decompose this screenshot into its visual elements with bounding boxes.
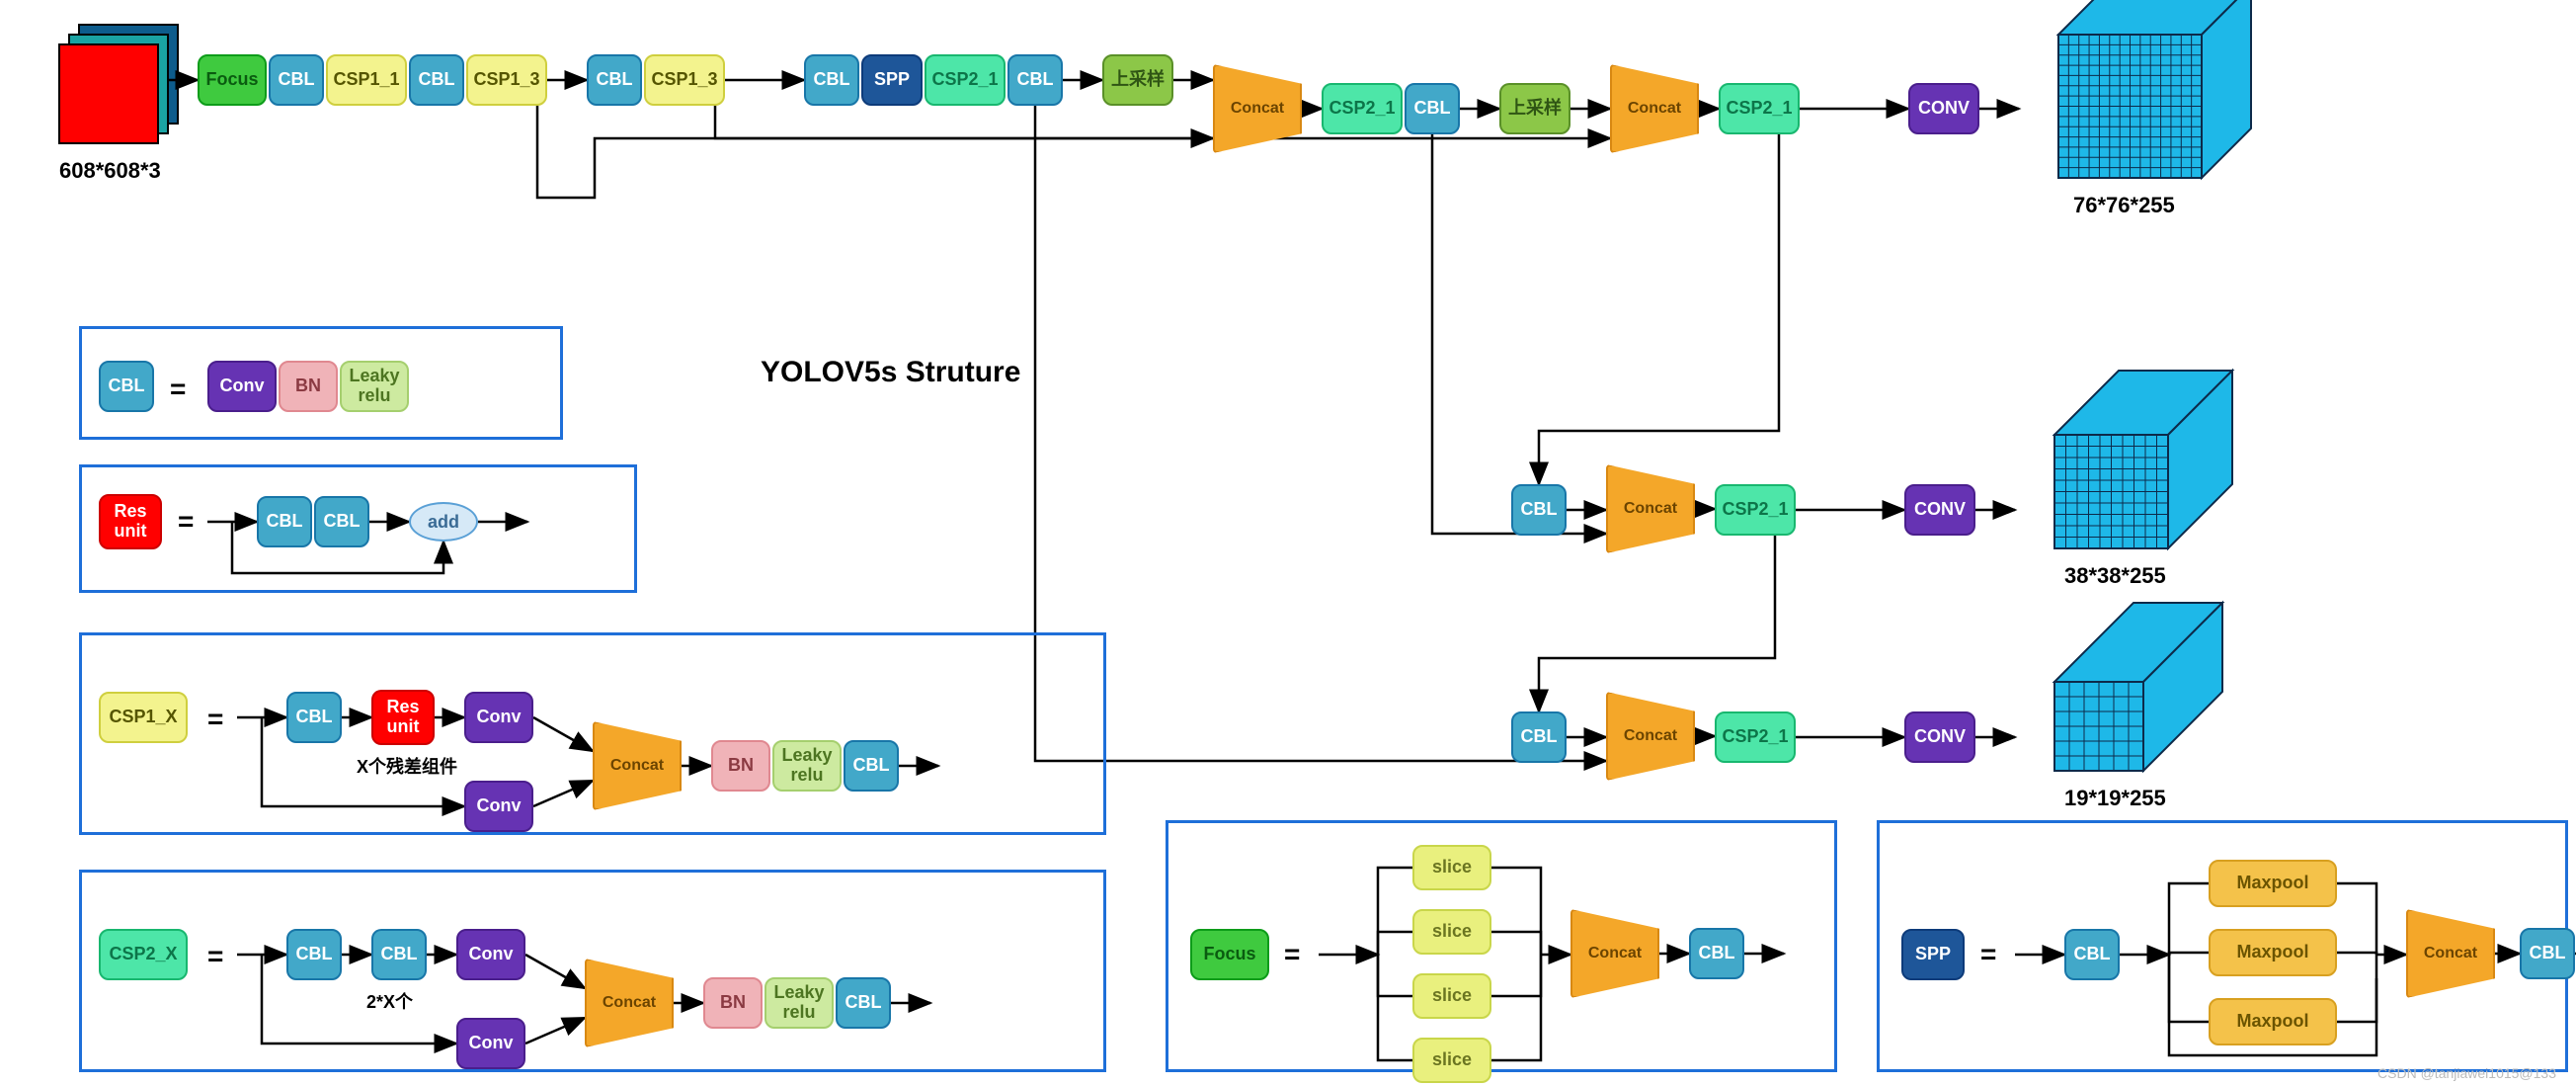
neck-csp2-1a: CSP2_1 <box>1322 83 1403 134</box>
head-concat-19: Concat <box>1606 692 1695 781</box>
head-conv-19: CONV <box>1904 711 1975 763</box>
input-label: 608*608*3 <box>59 158 161 184</box>
legend-res-add: add <box>409 502 478 542</box>
output-label-76: 76*76*255 <box>2073 193 2175 218</box>
legend-spp-maxpool-1: Maxpool <box>2209 929 2337 976</box>
head-conv-76: CONV <box>1908 83 1979 134</box>
skip-csp13b-concat1 <box>715 106 1213 138</box>
legend-csp1-note: X个残差组件 <box>357 753 457 779</box>
backbone-csp1-3a: CSP1_3 <box>466 54 547 106</box>
legend-spp: SPP <box>1901 929 1965 980</box>
legend-focus-slice-0: slice <box>1412 845 1491 890</box>
watermark: CSDN @tanjiawei1015@133 <box>2377 1065 2556 1081</box>
legend-csp1-bn: BN <box>711 740 770 792</box>
legend-focus-cbl: CBL <box>1689 928 1744 979</box>
output-label-19: 19*19*255 <box>2064 786 2166 811</box>
skip-c5-concat4 <box>1035 106 1606 761</box>
head-csp2-1-76: CSP2_1 <box>1719 83 1800 134</box>
legend-csp2-leaky: Leaky relu <box>765 977 834 1029</box>
legend-csp1-leaky: Leaky relu <box>772 740 842 792</box>
legend-csp2-conv2: Conv <box>456 1018 525 1069</box>
diagram-title: YOLOV5s Struture <box>761 356 1020 389</box>
backbone-cbl-4: CBL <box>804 54 859 106</box>
input-tensor-layer-0 <box>79 25 178 124</box>
head-cbl-38: CBL <box>1511 484 1567 536</box>
input-tensor-layer-2 <box>59 44 158 143</box>
legend-focus-eq: = <box>1284 939 1300 970</box>
legend-csp2-eq: = <box>207 941 223 972</box>
legend-csp1-res: Res unit <box>371 690 435 745</box>
legend-csp2-cbl1: CBL <box>286 929 342 980</box>
head-cbl-19: CBL <box>1511 711 1567 763</box>
legend-spp-eq: = <box>1980 939 1996 970</box>
backbone-cbl-2: CBL <box>409 54 464 106</box>
backbone-spp: SPP <box>861 54 923 106</box>
legend-spp-cbl: CBL <box>2064 929 2120 980</box>
legend-csp2-cblf: CBL <box>836 977 891 1029</box>
legend-spp-maxpool-2: Maxpool <box>2209 998 2337 1045</box>
legend-focus-slice-1: slice <box>1412 909 1491 955</box>
legend-csp1-conv1: Conv <box>464 692 533 743</box>
legend-csp2-note: 2*X个 <box>366 988 413 1014</box>
output-label-38: 38*38*255 <box>2064 563 2166 589</box>
legend-csp1x: CSP1_X <box>99 692 188 743</box>
legend-csp2-bn: BN <box>703 977 763 1029</box>
skip-csp2c-cbl8 <box>1539 536 1775 711</box>
output-19 <box>2054 603 2222 771</box>
legend-cbl-bn: BN <box>279 361 338 412</box>
legend-spp-maxpool-0: Maxpool <box>2209 860 2337 907</box>
backbone-csp2-1: CSP2_1 <box>925 54 1006 106</box>
input-tensor-layer-1 <box>69 35 168 133</box>
legend-focus: Focus <box>1190 929 1269 980</box>
legend-focus-slice-2: slice <box>1412 973 1491 1019</box>
head-csp2-1-38: CSP2_1 <box>1715 484 1796 536</box>
skip-csp2b-cbl7 <box>1539 134 1779 484</box>
output-76 <box>2058 0 2251 178</box>
legend-cbl-leaky: Leaky relu <box>340 361 409 412</box>
output-38 <box>2054 371 2232 548</box>
neck-concat-2: Concat <box>1610 64 1699 153</box>
legend-csp1-conv2: Conv <box>464 781 533 832</box>
legend-csp1-cblf: CBL <box>844 740 899 792</box>
legend-csp1-cbl: CBL <box>286 692 342 743</box>
legend-cbl-conv: Conv <box>207 361 277 412</box>
legend-csp2-cbl2: CBL <box>371 929 427 980</box>
legend-csp2x: CSP2_X <box>99 929 188 980</box>
backbone-cbl-5: CBL <box>1007 54 1063 106</box>
legend-focus-slice-3: slice <box>1412 1038 1491 1083</box>
backbone-csp1-1: CSP1_1 <box>326 54 407 106</box>
legend-csp1-eq: = <box>207 704 223 735</box>
head-csp2-1-19: CSP2_1 <box>1715 711 1796 763</box>
legend-spp-cbl2: CBL <box>2520 928 2575 979</box>
neck-cbl-6: CBL <box>1405 83 1460 134</box>
neck-concat-1: Concat <box>1213 64 1302 153</box>
legend-res: Res unit <box>99 494 162 549</box>
neck-upsample-1: 上采样 <box>1102 54 1173 106</box>
legend-cbl: CBL <box>99 361 154 412</box>
backbone-cbl-1: CBL <box>269 54 324 106</box>
backbone-focus: Focus <box>198 54 267 106</box>
legend-res-cbl1: CBL <box>257 496 312 547</box>
backbone-cbl-3: CBL <box>587 54 642 106</box>
legend-csp2-conv1: Conv <box>456 929 525 980</box>
legend-res-eq: = <box>178 506 194 538</box>
skip-c6-concat3 <box>1432 134 1606 534</box>
head-concat-38: Concat <box>1606 464 1695 553</box>
legend-res-cbl2: CBL <box>314 496 369 547</box>
backbone-csp1-3b: CSP1_3 <box>644 54 725 106</box>
neck-upsample-2: 上采样 <box>1499 83 1570 134</box>
legend-cbl-eq: = <box>170 374 186 405</box>
head-conv-38: CONV <box>1904 484 1975 536</box>
